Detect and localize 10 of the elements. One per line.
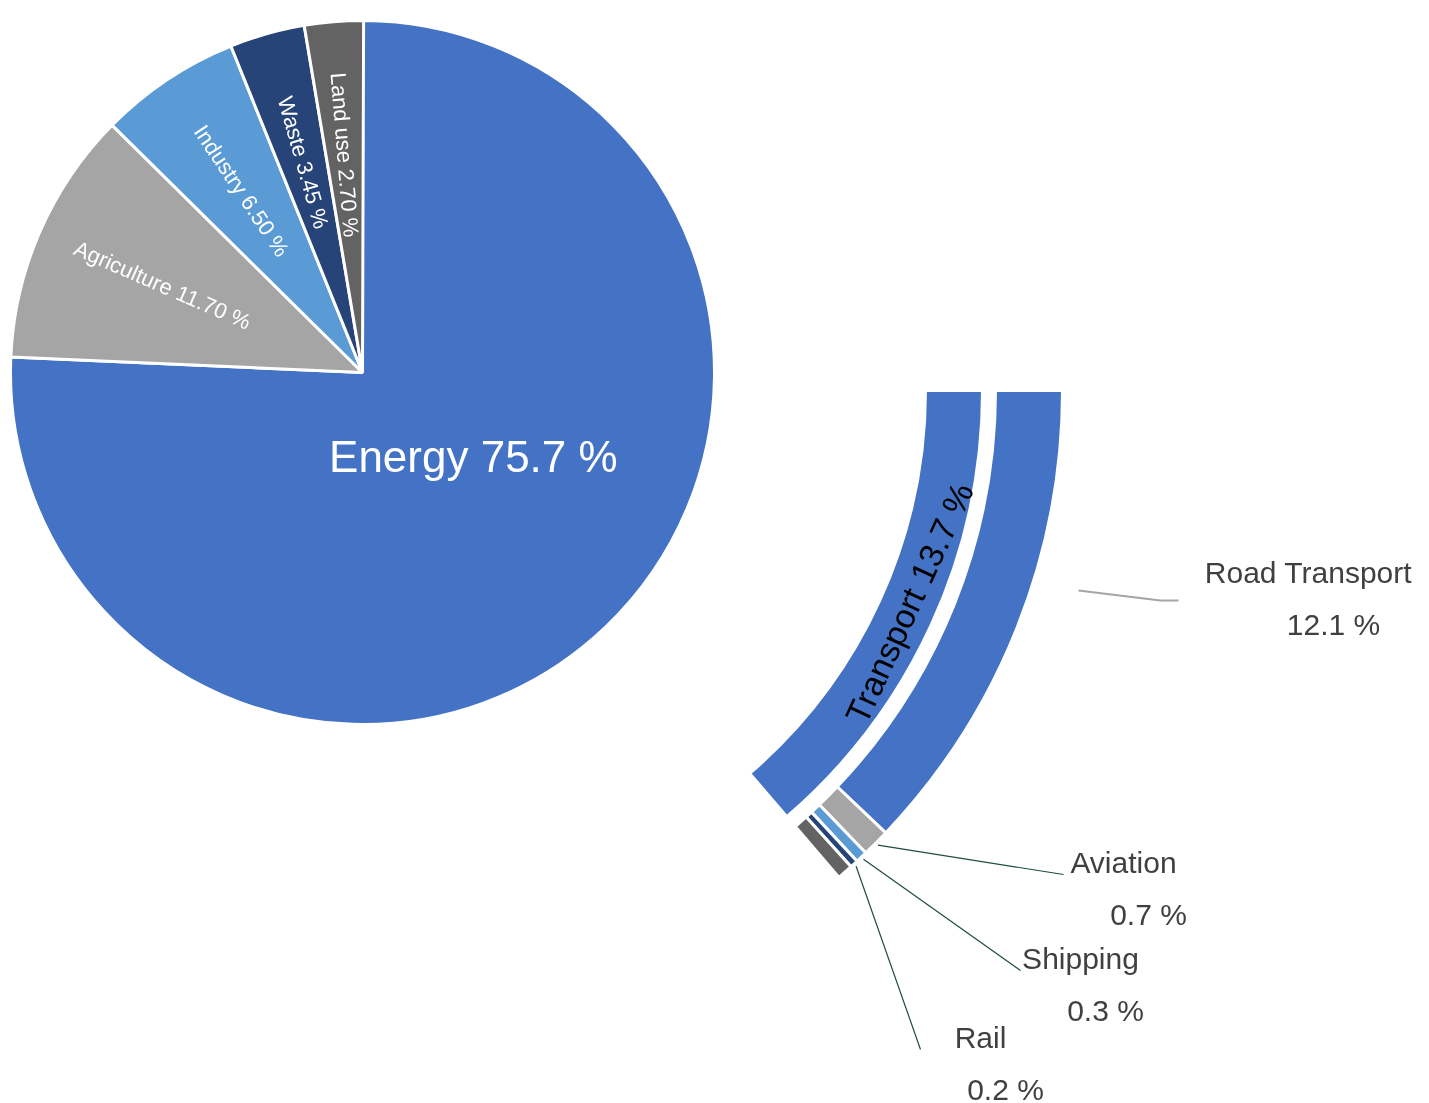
data-label: 0.7 % — [1110, 898, 1187, 931]
category-label: Shipping — [1022, 942, 1139, 975]
category-label: Rail — [954, 1021, 1007, 1054]
data-label: 12.1 % — [1286, 608, 1381, 641]
category-label: Aviation — [1070, 846, 1177, 879]
data-label: 0.3 % — [1067, 994, 1144, 1027]
data-label: 13.7 % — [902, 476, 981, 589]
slice-label: Energy 75.7 % — [329, 431, 618, 481]
data-label: 0.2 % — [967, 1073, 1044, 1103]
category-label: Road Transport — [1204, 556, 1413, 589]
